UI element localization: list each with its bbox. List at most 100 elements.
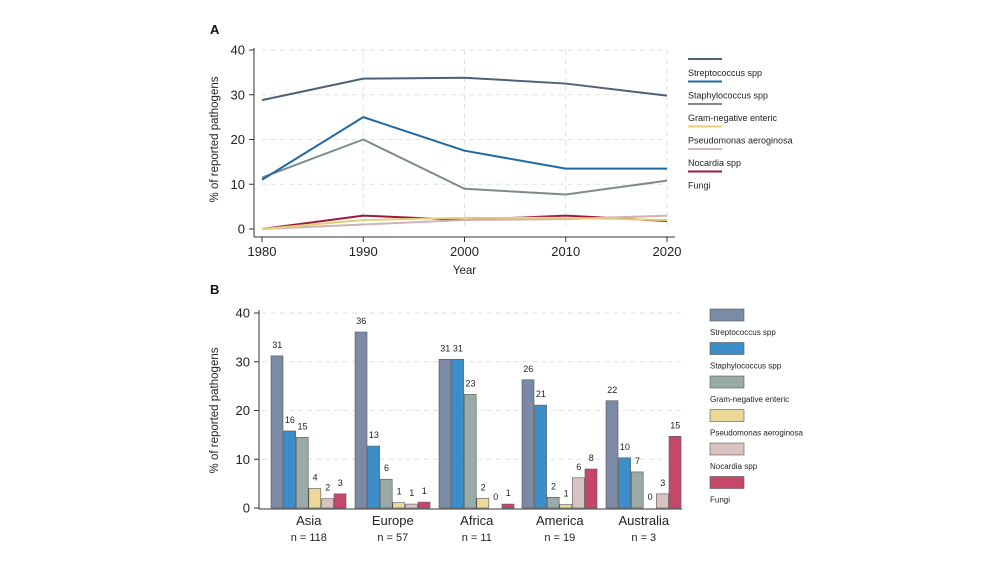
bar-value-label: 31 (440, 343, 450, 353)
y-tick-label: 40 (236, 306, 250, 321)
bar-value-label: 3 (338, 478, 343, 488)
bar-value-label: 2 (551, 481, 556, 491)
bar-group-america: 26 21 21 68 America n = 19 (521, 364, 598, 544)
bar (417, 501, 431, 509)
bar (367, 445, 380, 509)
y-axis-title: % of reported pathogens (209, 347, 221, 473)
bar (451, 359, 464, 509)
bar-value-label: 16 (285, 415, 295, 425)
bar (630, 471, 644, 509)
category-label: Europe (372, 513, 414, 528)
bar (333, 493, 347, 509)
legend-swatch (709, 308, 745, 322)
bar (308, 488, 322, 509)
legend-label: Pseudomonas aeroginosa (688, 136, 793, 146)
bar-value-label: 21 (536, 389, 546, 399)
y-tick-label: 10 (231, 177, 245, 192)
y-tick-label: 10 (236, 452, 250, 467)
category-label: Australia (619, 513, 670, 528)
bar-value-label: 15 (297, 421, 307, 431)
bar (392, 502, 406, 509)
bar (476, 497, 490, 509)
legend-label: Pseudomonas aeroginosa (710, 429, 804, 438)
series-line-1 (261, 116, 667, 181)
legend-swatch (709, 409, 745, 422)
legend-swatch (709, 476, 745, 489)
bar-value-label: 31 (272, 340, 282, 350)
bar-value-label: 0 (493, 492, 498, 502)
bar (605, 400, 619, 509)
y-tick-label: 0 (238, 222, 245, 237)
bar-value-label: 4 (313, 473, 318, 483)
bar (656, 493, 669, 509)
legend-a: Streptococcus spp Staphylococcus spp Gram-… (688, 58, 793, 191)
legend-swatch (709, 342, 745, 355)
bar-value-label: 10 (620, 442, 630, 452)
panel-a: A 0 10 20 30 40 1980 1990 2000 2010 2020 Year % of r… (209, 22, 793, 277)
bar-value-label: 0 (648, 492, 653, 502)
bar-value-label: 22 (607, 385, 617, 395)
y-tick-label: 40 (231, 43, 245, 58)
x-tick-label: 2000 (450, 244, 479, 259)
bar-value-label: 7 (635, 456, 640, 466)
y-tick-label: 0 (243, 501, 250, 516)
series-line-2 (261, 138, 668, 196)
legend-label: Fungi (688, 181, 711, 191)
sample-size-label: n = 19 (544, 532, 575, 544)
bar (668, 436, 682, 509)
bar-value-label: 26 (523, 364, 533, 374)
bar (295, 437, 309, 509)
x-tick-label: 2010 (551, 244, 580, 259)
legend-label: Streptococcus spp (710, 328, 776, 337)
bar (534, 404, 547, 509)
bar (379, 478, 393, 509)
legend-label: Nocardia spp (710, 462, 758, 471)
bar (559, 504, 573, 509)
bar-value-label: 23 (465, 378, 475, 388)
y-axis-title: % of reported pathogens (209, 76, 221, 202)
bar (572, 477, 585, 509)
y-tick-label: 20 (231, 132, 245, 147)
legend-swatch (709, 375, 745, 389)
bar (501, 503, 515, 509)
series-line-3 (261, 216, 668, 230)
series-line-0 (261, 76, 668, 102)
bar-value-label: 6 (576, 462, 581, 472)
bar (463, 394, 477, 509)
bar (584, 468, 598, 509)
bar (283, 430, 296, 509)
sample-size-label: n = 57 (377, 532, 408, 544)
panel-b-label: B (210, 282, 219, 297)
sample-size-label: n = 11 (462, 532, 492, 544)
bar-value-label: 36 (356, 316, 366, 326)
y-tick-label: 20 (236, 403, 250, 418)
legend-label: Streptococcus spp (688, 68, 762, 78)
legend-label: Nocardia spp (688, 158, 741, 168)
sample-size-label: n = 118 (291, 532, 327, 544)
bar-group-africa: 31 31 23 20 1 Africa n = 11 (438, 343, 515, 544)
panel-a-label: A (210, 22, 220, 37)
bar-value-label: 3 (660, 478, 665, 488)
bar-value-label: 2 (325, 483, 330, 493)
bar-value-label: 1 (409, 488, 414, 498)
bar (405, 503, 418, 509)
y-tick-label: 30 (236, 354, 250, 369)
bar (618, 457, 631, 509)
bar-value-label: 6 (384, 463, 389, 473)
category-label: Asia (296, 513, 322, 528)
bar-value-label: 15 (670, 420, 680, 430)
bar (521, 379, 535, 509)
legend-label: Staphylococcus spp (710, 362, 782, 371)
category-label: Africa (460, 513, 494, 528)
legend-label: Staphylococcus spp (688, 91, 768, 101)
legend-label: Gram-negative enteric (688, 113, 778, 123)
bar-value-label: 8 (589, 453, 594, 463)
x-axis-title: Year (453, 265, 476, 277)
bar (321, 498, 334, 509)
x-tick-label: 2020 (653, 244, 682, 259)
y-tick-label: 30 (231, 87, 245, 102)
